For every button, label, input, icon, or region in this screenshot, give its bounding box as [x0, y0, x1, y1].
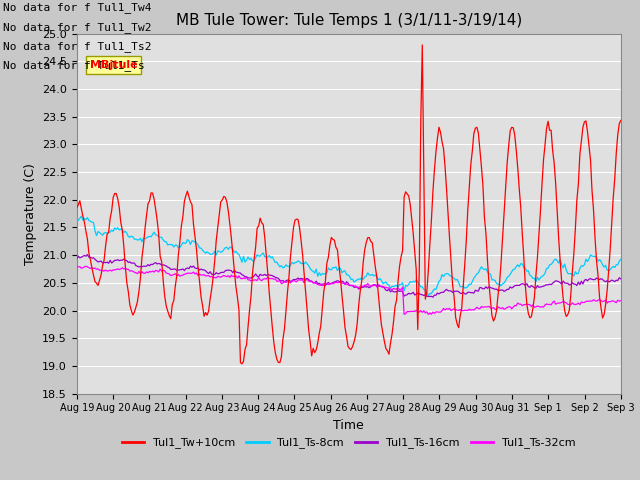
- X-axis label: Time: Time: [333, 419, 364, 432]
- Text: No data for f Tul1_Ts2: No data for f Tul1_Ts2: [3, 41, 152, 52]
- Text: No data for f Tul1_Tw4: No data for f Tul1_Tw4: [3, 2, 152, 13]
- Text: No data for f Tul1_Tw2: No data for f Tul1_Tw2: [3, 22, 152, 33]
- Title: MB Tule Tower: Tule Temps 1 (3/1/11-3/19/14): MB Tule Tower: Tule Temps 1 (3/1/11-3/19…: [175, 13, 522, 28]
- Text: MBjtule: MBjtule: [90, 60, 138, 70]
- Text: No data for f Tul1_Ts: No data for f Tul1_Ts: [3, 60, 145, 71]
- Legend: Tul1_Tw+10cm, Tul1_Ts-8cm, Tul1_Ts-16cm, Tul1_Ts-32cm: Tul1_Tw+10cm, Tul1_Ts-8cm, Tul1_Ts-16cm,…: [118, 433, 580, 453]
- Y-axis label: Temperature (C): Temperature (C): [24, 163, 36, 264]
